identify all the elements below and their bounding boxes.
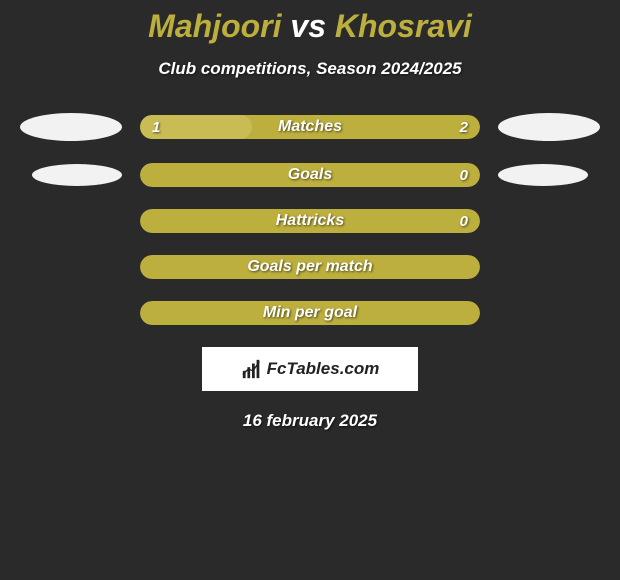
stat-bar: 0Hattricks — [140, 209, 480, 233]
stat-row: Goals per match — [0, 255, 620, 279]
stat-bar: Min per goal — [140, 301, 480, 325]
subtitle: Club competitions, Season 2024/2025 — [0, 59, 620, 79]
comparison-infographic: Mahjoori vs Khosravi Club competitions, … — [0, 0, 620, 431]
player2-name: Khosravi — [335, 8, 472, 44]
vs-text: vs — [290, 8, 326, 44]
stat-row: 0Hattricks — [0, 209, 620, 233]
date-text: 16 february 2025 — [0, 411, 620, 431]
chart-icon — [241, 358, 263, 380]
page-title: Mahjoori vs Khosravi — [0, 8, 620, 45]
stats-list: 12Matches 0Goals 0Hattricks Goals per match… — [0, 113, 620, 325]
player2-marker — [498, 113, 600, 141]
stat-label: Goals — [140, 163, 480, 187]
stat-row: 12Matches — [0, 113, 620, 141]
stat-bar: Goals per match — [140, 255, 480, 279]
player1-marker — [20, 113, 122, 141]
player1-marker — [32, 164, 122, 186]
stat-label: Hattricks — [140, 209, 480, 233]
stat-label: Min per goal — [140, 301, 480, 325]
player1-name: Mahjoori — [148, 8, 281, 44]
stat-row: 0Goals — [0, 163, 620, 187]
stat-label: Matches — [140, 115, 480, 139]
player2-marker — [498, 164, 588, 186]
logo-text: FcTables.com — [267, 359, 380, 379]
stat-row: Min per goal — [0, 301, 620, 325]
stat-label: Goals per match — [140, 255, 480, 279]
stat-bar: 0Goals — [140, 163, 480, 187]
logo-box: FcTables.com — [202, 347, 418, 391]
stat-bar: 12Matches — [140, 115, 480, 139]
